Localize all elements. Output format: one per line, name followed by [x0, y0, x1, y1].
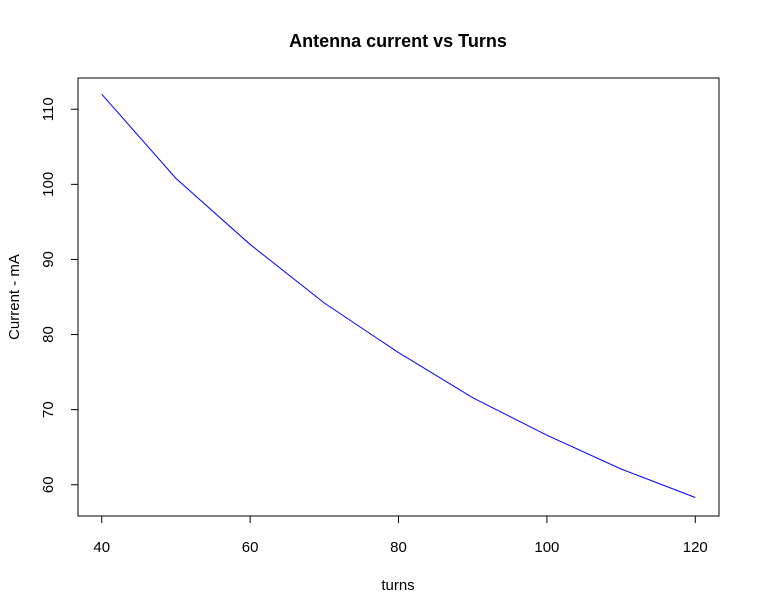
x-tick-label: 40: [93, 539, 110, 556]
y-axis-label: Current - mA: [6, 254, 23, 340]
series-layer: [101, 93, 696, 498]
x-tick-label: 120: [683, 539, 708, 556]
chart-title: Antenna current vs Turns: [289, 31, 507, 51]
x-tick-label: 80: [390, 539, 407, 556]
series-line: [101, 93, 696, 498]
y-tick-label: 70: [40, 401, 57, 418]
x-axis-label: turns: [381, 577, 414, 594]
y-tick-label: 60: [40, 476, 57, 493]
x-tick-label: 60: [242, 539, 259, 556]
y-tick-label: 110: [40, 97, 57, 121]
y-axis: 60 70 80 90 100 110: [40, 97, 79, 493]
x-tick-label: 100: [534, 539, 559, 556]
x-axis: 40 60 80 100 120: [93, 515, 708, 556]
y-tick-label: 100: [40, 172, 57, 197]
y-tick-label: 90: [40, 251, 57, 268]
plot-box: [77, 77, 720, 517]
y-tick-label: 80: [40, 326, 57, 343]
